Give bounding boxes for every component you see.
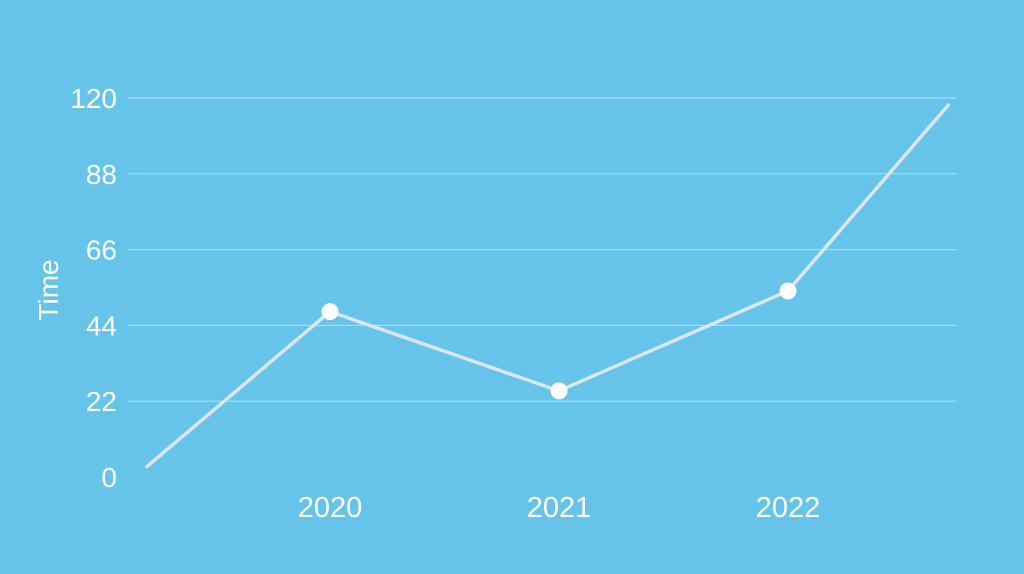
- x-tick-label-2021: 2021: [527, 492, 592, 524]
- x-axis-ticks: 2020 2021 2022: [298, 492, 821, 524]
- markers: [321, 282, 797, 400]
- x-tick-label-2022: 2022: [756, 492, 821, 524]
- gridlines: [128, 97, 957, 402]
- x-tick-label-2020: 2020: [298, 492, 363, 524]
- y-tick-label-22: 22: [86, 386, 117, 417]
- series-line-1: [145, 103, 951, 469]
- series-layer: [145, 103, 951, 469]
- y-tick-label-88: 88: [86, 159, 117, 190]
- y-tick-label-120: 120: [70, 83, 117, 114]
- data-point-2022: [779, 282, 797, 300]
- y-axis-ticks: 0 22 44 66 88 120: [70, 83, 117, 493]
- y-tick-label-44: 44: [86, 310, 117, 341]
- y-tick-label-0: 0: [101, 462, 117, 493]
- data-point-2020: [321, 303, 339, 321]
- data-point-2021: [550, 382, 568, 400]
- y-axis-label: Time: [33, 259, 64, 320]
- y-tick-label-66: 66: [86, 235, 117, 266]
